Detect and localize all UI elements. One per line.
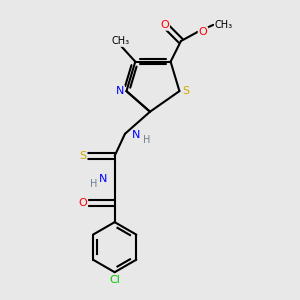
Text: O: O xyxy=(79,198,87,208)
Text: N: N xyxy=(116,86,124,96)
Text: CH₃: CH₃ xyxy=(112,36,130,46)
Text: N: N xyxy=(99,174,107,184)
Text: O: O xyxy=(199,27,207,37)
Text: O: O xyxy=(160,20,169,30)
Text: S: S xyxy=(79,151,86,161)
Text: H: H xyxy=(90,179,97,189)
Text: N: N xyxy=(132,130,141,140)
Text: CH₃: CH₃ xyxy=(215,20,233,30)
Text: Cl: Cl xyxy=(109,274,120,285)
Text: H: H xyxy=(142,135,150,145)
Text: S: S xyxy=(182,86,190,96)
